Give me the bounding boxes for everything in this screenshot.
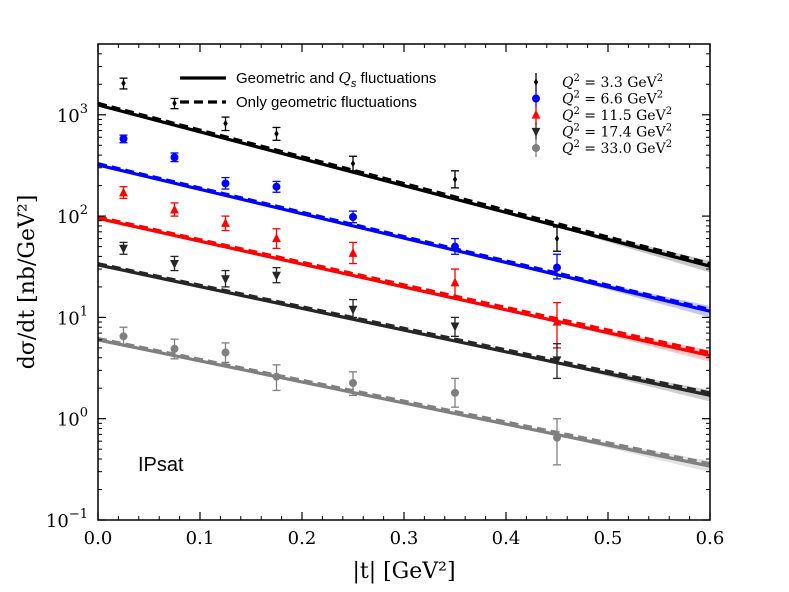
x-tick-label: 0.6 (696, 528, 725, 549)
data-point (452, 175, 458, 184)
tick-labels: 0.0 0.1 0.2 0.3 0.4 0.5 0.6 10−1 100 101 102 103 (46, 102, 724, 549)
dashed-fit-line (97, 215, 711, 354)
series-legend-label: Q2 = 33.0 GeV2 (562, 139, 672, 157)
y-axis-title: dσ/dt [nb/GeV²] (15, 195, 40, 370)
data-point (349, 379, 357, 388)
x-tick-label: 0.5 (594, 528, 623, 549)
data-point (349, 212, 357, 221)
data-point (532, 94, 540, 103)
data-point (272, 182, 281, 191)
series-legend-label: Q2 = 17.4 GeV2 (562, 123, 672, 141)
data-point (170, 204, 179, 214)
data-point (119, 134, 128, 143)
data-point (172, 99, 177, 107)
data-point (274, 130, 279, 138)
y-tick-label: 100 (57, 406, 88, 431)
line-legend-label: Only geometric fluctuations (236, 94, 417, 111)
solid-fit-line (97, 338, 711, 468)
data-point (552, 316, 562, 326)
data-point (451, 242, 459, 251)
data-point (531, 109, 541, 119)
line-legend-label: Geometric and Qs fluctuations (236, 69, 436, 90)
y-tick-label: 103 (57, 102, 88, 127)
data-point (533, 78, 539, 86)
y-tick-label: 101 (57, 304, 88, 329)
data-point (553, 263, 561, 272)
data-point (221, 348, 230, 357)
solid-fit-line (97, 263, 711, 397)
data-point (272, 271, 281, 281)
series-legend-label: Q2 = 11.5 GeV2 (562, 106, 672, 124)
data-point (554, 234, 560, 243)
x-tick-label: 0.0 (84, 528, 113, 549)
y-tick-label: 10−1 (46, 507, 88, 532)
data-point (223, 119, 228, 128)
fit-lines (97, 101, 711, 468)
data-points (119, 77, 562, 466)
data-point (121, 79, 126, 87)
data-point (170, 153, 179, 162)
data-point (553, 433, 561, 442)
data-point (552, 356, 562, 366)
x-tick-label: 0.3 (390, 528, 419, 549)
x-tick-label: 0.4 (492, 528, 521, 549)
series-legend-label: Q2 = 6.6 GeV2 (562, 90, 663, 108)
data-point (451, 388, 459, 397)
x-tick-label: 0.2 (288, 528, 317, 549)
data-point (450, 277, 460, 287)
series-legend-label: Q2 = 3.3 GeV2 (562, 73, 663, 91)
data-point (348, 305, 358, 315)
legend: Geometric and Qs fluctuations Only geomet… (180, 69, 672, 157)
axis-ticks (97, 43, 711, 521)
solid-fit-line (97, 216, 711, 358)
y-tick-label: 102 (57, 203, 88, 228)
data-point (119, 332, 128, 341)
data-point (450, 322, 460, 332)
data-point (532, 144, 540, 152)
data-point (272, 233, 281, 243)
data-point (221, 275, 230, 285)
x-axis-title: |t| [GeV²] (352, 559, 455, 584)
data-point (170, 259, 179, 269)
data-point (170, 344, 179, 353)
x-tick-label: 0.1 (186, 528, 215, 549)
data-point (119, 187, 128, 197)
data-point (119, 244, 128, 254)
data-point (348, 248, 358, 257)
data-point (221, 218, 230, 227)
data-point (272, 372, 281, 381)
solid-fit-line (97, 163, 711, 313)
data-point (221, 179, 230, 188)
data-point (531, 127, 541, 137)
data-point (350, 159, 356, 168)
solid-fit-line (97, 103, 711, 268)
ipsat-annotation: IPsat (138, 454, 184, 476)
dashed-fit-line (97, 101, 711, 266)
